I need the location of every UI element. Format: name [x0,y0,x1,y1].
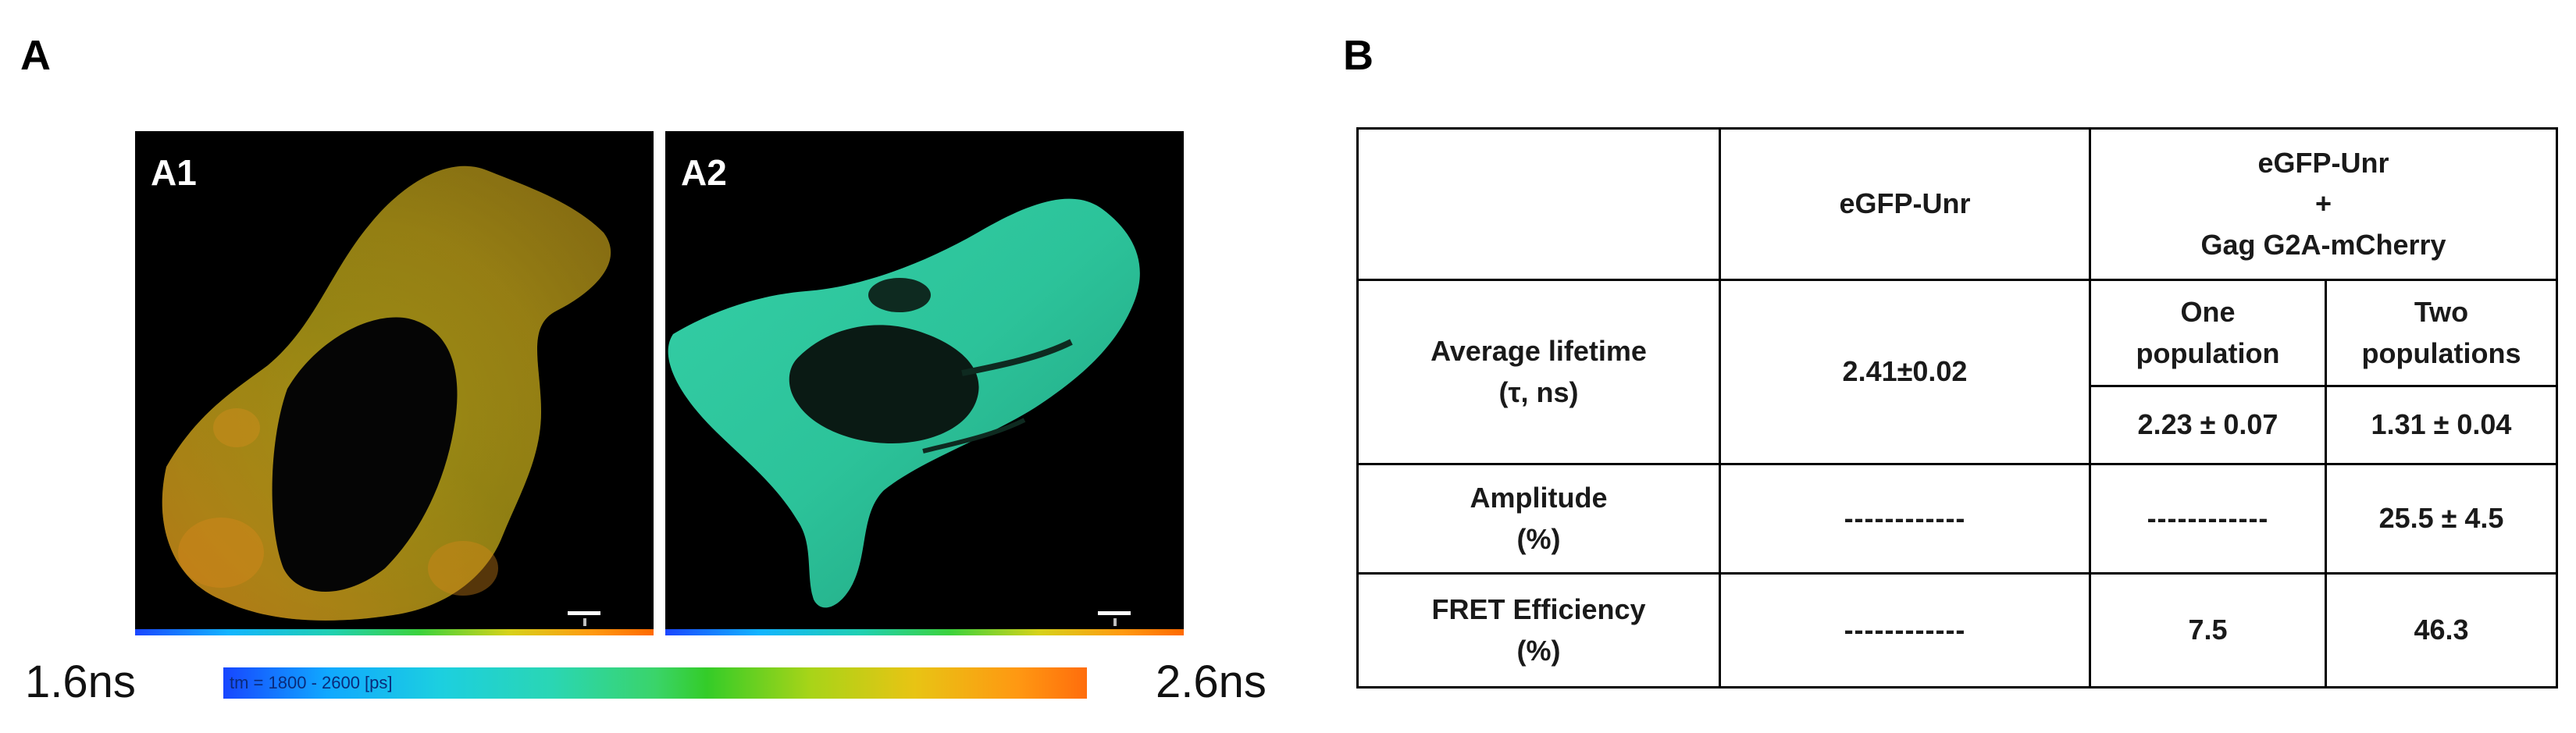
colorbar-range-text: tm = 1800 - 2600 [ps] [230,673,393,692]
colorbar-min-label: 1.6ns [25,656,136,707]
subheader-line-2: population [2136,336,2280,369]
cell-value: 2.41±0.02 [1842,355,1968,388]
cell-amplitude-egfp: ------------ [1719,463,2091,575]
subheader-two-populations: Two populations [2325,279,2558,387]
scale-bar-tick [1113,618,1117,626]
cell-value: 1.31 ± 0.04 [2371,408,2512,441]
row-label-fret: FRET Efficiency (%) [1356,572,1721,689]
panel-a-label: A [20,32,51,79]
table-row-fret: FRET Efficiency (%) ------------ 7.5 46.… [1356,572,2558,689]
cell-lifetime-one-pop: 2.23 ± 0.07 [2089,385,2327,465]
cell-value: ------------ [1844,502,1966,535]
row-label-line-2: (%) [1516,634,1561,667]
subheader-line-2: populations [2361,336,2521,369]
scale-bar-tick [583,618,586,626]
cell-lifetime-egfp: 2.41±0.02 [1719,279,2091,465]
cell-amplitude-two-pop: 25.5 ± 4.5 [2325,463,2558,575]
microscopy-image-a2: A2 [665,131,1184,635]
subheader-one-population: One population [2089,279,2327,387]
row-label-line-2: (%) [1516,522,1561,555]
cell-amplitude-one-pop: ------------ [2089,463,2327,575]
row-label-lifetime: Average lifetime (τ, ns) [1356,279,1721,465]
cell-value: 25.5 ± 4.5 [2378,502,2504,535]
header-line-2: + [2314,187,2332,220]
row-label-line-2: (τ, ns) [1498,375,1579,408]
row-label-line-1: Amplitude [1470,482,1608,514]
header-line-1: eGFP-Unr [2257,147,2389,180]
cell-a1-image [162,165,611,621]
cell-fret-one-pop: 7.5 [2089,572,2327,689]
lifetime-strip [135,629,654,635]
lifetime-colorbar: tm = 1800 - 2600 [ps] [223,667,1087,699]
cell-value: 46.3 [2414,614,2469,646]
cell-value: 7.5 [2188,614,2228,646]
header-egfp-unr: eGFP-Unr [1719,127,2091,281]
table-row-amplitude: Amplitude (%) ------------ ------------ … [1356,463,2558,575]
colorbar-max-label: 2.6ns [1156,656,1267,707]
header-egfp-unr-text: eGFP-Unr [1839,187,1971,220]
subheader-line-1: One [2180,296,2236,329]
microscopy-image-a1: A1 [135,131,654,635]
cell-value: ------------ [1844,614,1966,646]
fret-results-table: eGFP-Unr eGFP-Unr + Gag G2A-mCherry Aver… [1356,127,2558,689]
panel-b-label: B [1343,32,1374,79]
scale-bar [1098,611,1131,615]
image-a1-title: A1 [151,152,197,193]
image-a2-title: A2 [681,152,727,193]
table-header-row: eGFP-Unr eGFP-Unr + Gag G2A-mCherry [1356,127,2558,281]
table-row-lifetime-values: 2.23 ± 0.07 1.31 ± 0.04 [1358,385,2558,465]
cell-a2-image [668,198,1140,608]
header-line-3: Gag G2A-mCherry [2200,228,2446,261]
subheader-line-1: Two [2414,296,2469,329]
table-row-lifetime: Average lifetime (τ, ns) 2.41±0.02 One p… [1356,279,2558,465]
table-corner-cell [1356,127,1721,281]
scale-bar [568,611,600,615]
cell-fret-egfp: ------------ [1719,572,2091,689]
row-label-line-1: FRET Efficiency [1431,593,1646,626]
cell-fret-two-pop: 46.3 [2325,572,2558,689]
cell-value: ------------ [2147,502,2269,535]
row-label-line-1: Average lifetime [1431,335,1647,368]
row-label-amplitude: Amplitude (%) [1356,463,1721,575]
cell-value: 2.23 ± 0.07 [2137,408,2278,441]
cell-lifetime-two-pop: 1.31 ± 0.04 [2325,385,2558,465]
lifetime-strip [665,629,1184,635]
header-egfp-unr-gag: eGFP-Unr + Gag G2A-mCherry [2089,127,2558,281]
